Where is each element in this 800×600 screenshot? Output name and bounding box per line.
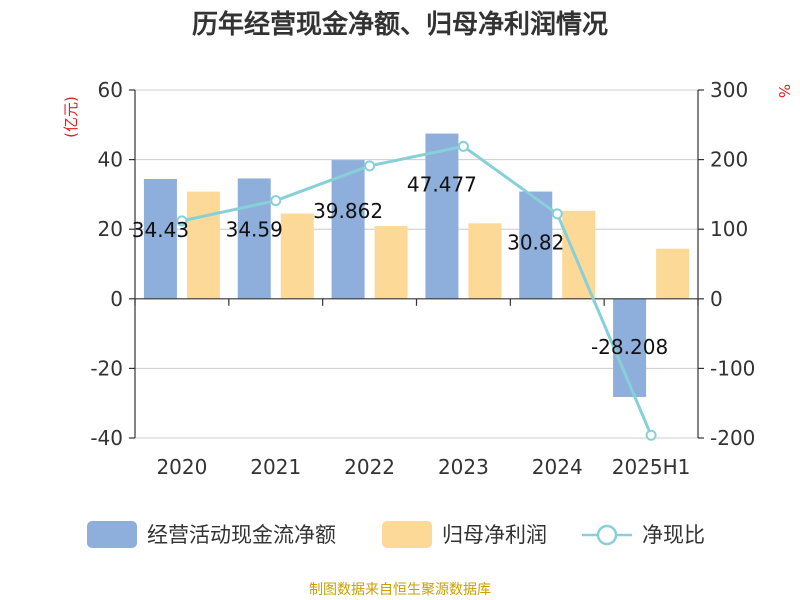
net-profit-bar-2025H1 — [656, 248, 690, 299]
cash-flow-label-2024: 30.82 — [507, 231, 564, 255]
legend-swatch-cash-flow — [87, 521, 137, 548]
legend-item-ratio[interactable]: 净现比 — [582, 523, 705, 547]
net-profit-bar-2021 — [280, 213, 314, 299]
left-tick-label-3: 0 — [110, 287, 123, 311]
cash-flow-label-2020: 34.43 — [132, 218, 189, 242]
cash-flow-bar-2024 — [519, 191, 553, 299]
net-profit-bar-2022 — [374, 226, 408, 299]
ratio-point-2020 — [176, 215, 188, 227]
x-tick-label-2023: 2023 — [438, 455, 489, 479]
net-profit-bar-2023 — [468, 223, 502, 299]
x-tick-label-2021: 2021 — [250, 455, 301, 479]
left-tick-label-0: 60 — [98, 78, 123, 102]
right-tick-label-1: 200 — [710, 148, 748, 172]
x-tick-label-2024: 2024 — [532, 455, 583, 479]
legend-item-net-profit[interactable]: 归母净利润 — [382, 521, 547, 548]
legend-swatch-net-profit — [382, 521, 432, 548]
right-tick-label-0: 300 — [710, 78, 748, 102]
x-tick-label-2022: 2022 — [344, 455, 395, 479]
legend-label-ratio: 净现比 — [642, 523, 705, 547]
cash-flow-label-2025H1: -28.208 — [591, 335, 668, 359]
ratio-line-path — [181, 144, 653, 436]
net-profit-bar-2024 — [562, 210, 596, 299]
cash-flow-bar-2022 — [331, 160, 365, 299]
ratio-point-2021 — [270, 195, 282, 207]
cash-flow-label-2022: 39.862 — [313, 199, 383, 223]
left-tick-label-1: 40 — [98, 148, 123, 172]
legend: 经营活动现金流净额 归母净利润 净现比 — [87, 521, 705, 548]
source-note: 制图数据来自恒生聚源数据库 — [309, 582, 491, 598]
ratio-point-2022 — [364, 160, 376, 172]
legend-label-cash-flow: 经营活动现金流净额 — [147, 523, 336, 547]
ratio-point-2024 — [551, 208, 563, 220]
ratio-point-2025H1 — [645, 429, 657, 441]
left-axis-ticks: 60 40 20 0 -20 -40 — [90, 78, 135, 450]
axes — [134, 90, 699, 438]
cash-flow-label-2023: 47.477 — [407, 173, 477, 197]
cash-flow-bar-2023 — [425, 133, 459, 299]
cash-flow-bar-2021 — [237, 178, 271, 299]
left-tick-label-4: -20 — [90, 356, 123, 380]
ratio-line — [176, 140, 657, 441]
chart-title: 历年经营现金净额、归母净利润情况 — [192, 9, 608, 40]
right-tick-label-2: 100 — [710, 217, 748, 241]
x-axis-ticks: 2020 2021 2022 2023 2024 2025H1 — [156, 455, 690, 479]
data-labels: 34.43 34.59 39.862 47.477 30.82 -28.208 — [132, 173, 668, 359]
cash-flow-bar-2020 — [143, 178, 177, 299]
legend-marker-ratio — [596, 524, 618, 546]
grid-lines — [135, 89, 698, 439]
right-axis-ticks: 300 200 100 0 -100 -200 — [698, 78, 755, 450]
right-axis-unit: % — [775, 84, 793, 98]
cash-flow-label-2021: 34.59 — [226, 217, 283, 241]
net-profit-bars — [186, 191, 690, 299]
right-tick-label-3: 0 — [710, 287, 723, 311]
cash-flow-bars — [143, 133, 647, 397]
left-tick-label-5: -40 — [90, 426, 123, 450]
net-profit-bar-2020 — [186, 191, 220, 299]
x-tick-label-2025H1: 2025H1 — [612, 455, 691, 479]
cash-flow-bar-2025H1 — [613, 298, 647, 397]
ratio-point-2023 — [457, 140, 469, 152]
legend-item-cash-flow[interactable]: 经营活动现金流净额 — [87, 521, 336, 548]
legend-label-net-profit: 归母净利润 — [442, 523, 547, 547]
left-tick-label-2: 20 — [98, 217, 123, 241]
left-axis-unit: (亿元) — [62, 96, 80, 138]
right-tick-label-4: -100 — [710, 356, 755, 380]
x-tick-label-2020: 2020 — [156, 455, 207, 479]
right-tick-label-5: -200 — [710, 426, 755, 450]
